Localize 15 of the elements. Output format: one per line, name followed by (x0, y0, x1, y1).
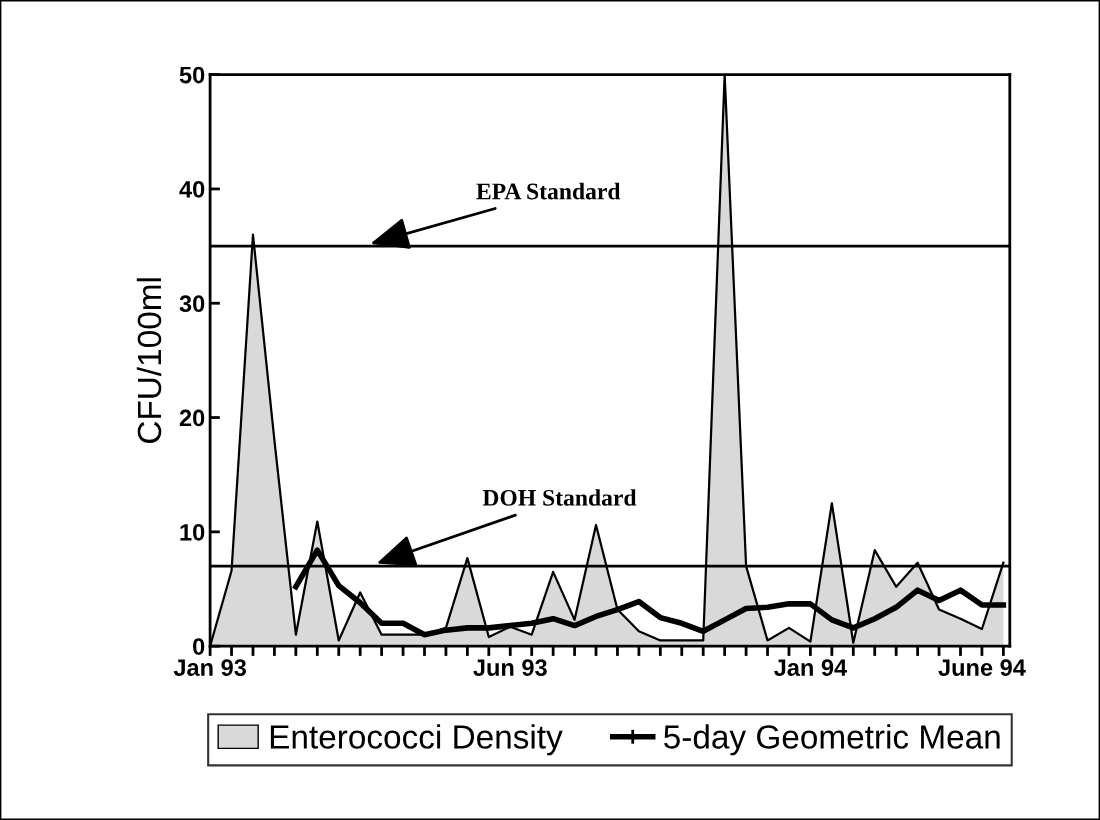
y-axis-title: CFU/100ml (136, 278, 162, 443)
y-tick-label: 0 (193, 638, 205, 655)
y-tick-label: 50 (179, 66, 205, 84)
ref-line-label: EPA Standard (476, 182, 621, 200)
x-tick-label: June 94 (938, 659, 1026, 676)
y-tick-label: 10 (180, 523, 205, 541)
y-tick-label: 20 (179, 409, 205, 427)
x-tick-label: Jun 93 (473, 659, 547, 677)
legend-label: 5-day Geometric Mean (664, 724, 1000, 756)
x-tick-label: Jan 94 (774, 659, 848, 676)
x-tick-label: Jan 93 (173, 659, 246, 677)
y-tick-label: 40 (179, 181, 205, 198)
y-tick-label: 30 (179, 295, 205, 313)
legend-label: Enterococci Density (270, 724, 563, 756)
ref-line-label: DOH Standard (482, 489, 637, 506)
